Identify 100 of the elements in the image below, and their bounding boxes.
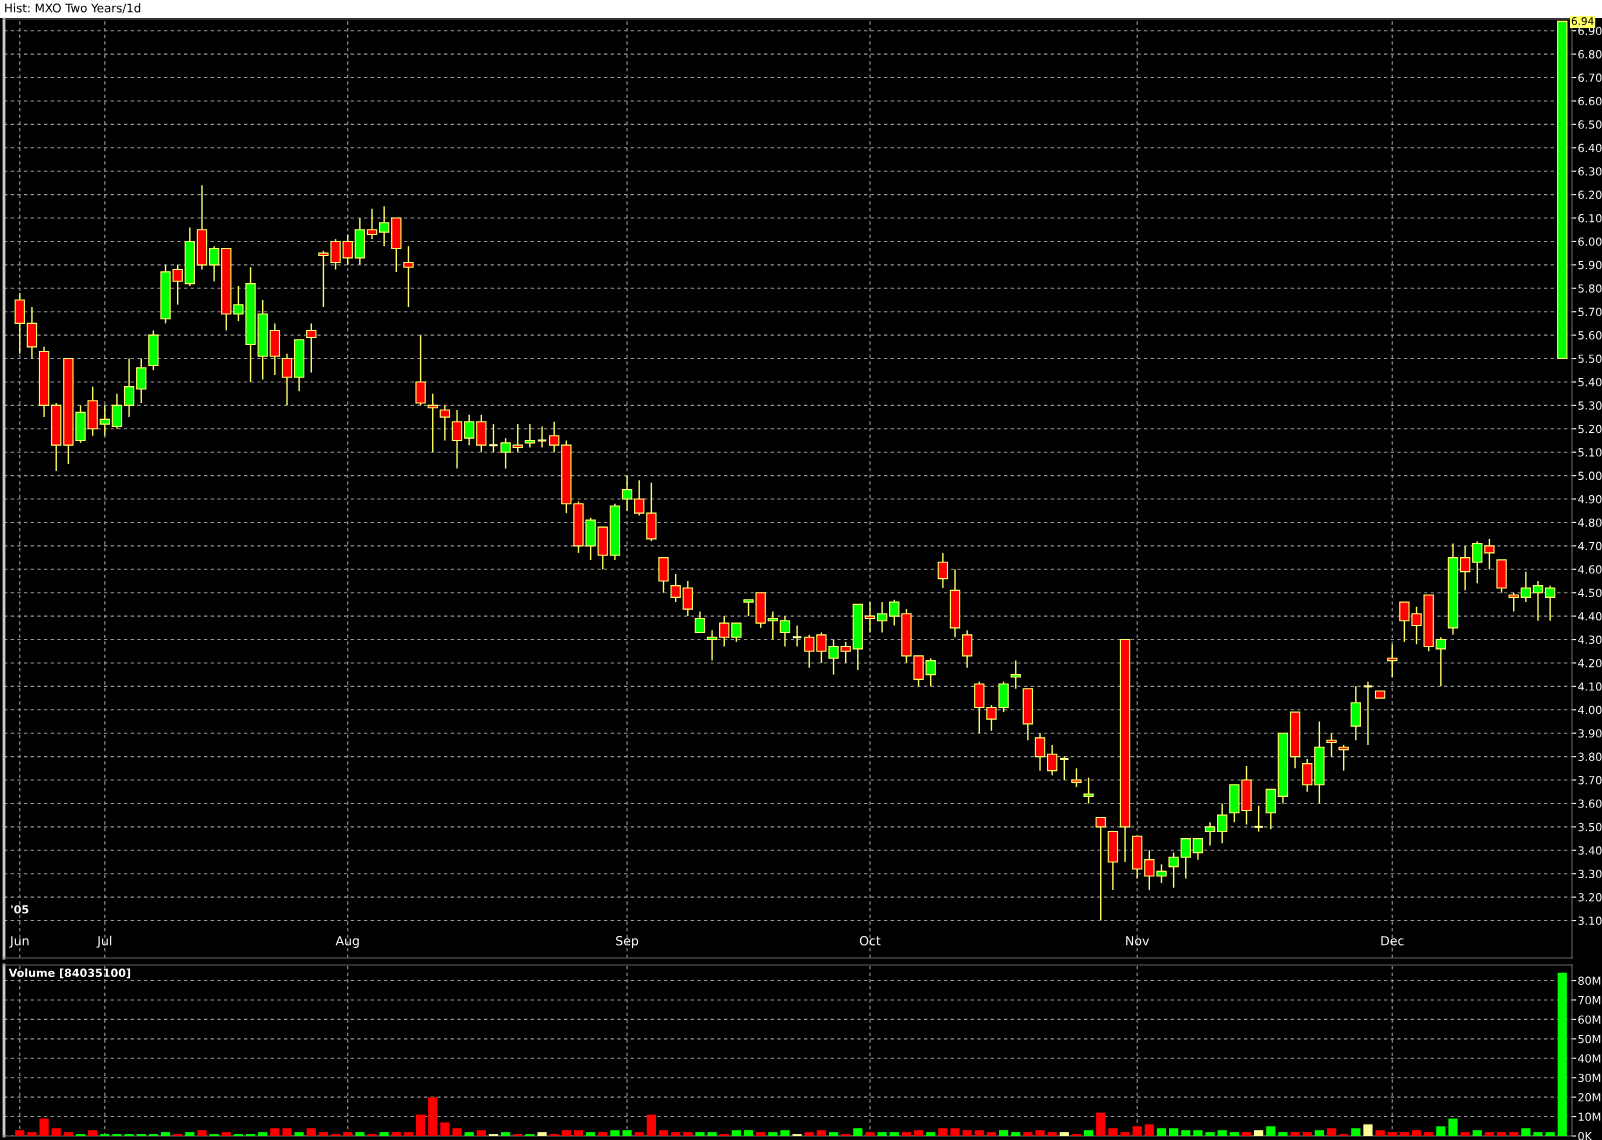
y-tick-label: 6.60: [1578, 96, 1602, 106]
bar: [415, 1114, 426, 1136]
bar: [440, 1122, 450, 1136]
candlestick: [378, 205, 390, 247]
bar: [1083, 1130, 1094, 1136]
y-tick-label: 4.80: [1578, 518, 1602, 527]
candlestick: [536, 425, 548, 449]
candlestick: [694, 610, 706, 634]
candlestick: [549, 421, 560, 453]
bar: [391, 1132, 401, 1136]
bar: [1023, 1132, 1033, 1136]
y-tick-label: 3.90: [1578, 729, 1602, 738]
candlestick: [1387, 643, 1398, 678]
x-tick-label: Nov: [1126, 936, 1150, 946]
candlestick: [439, 404, 451, 442]
x-tick-label: Jun: [9, 936, 29, 948]
bar: [1011, 1132, 1021, 1136]
bar: [88, 1130, 98, 1136]
bar: [1266, 1126, 1276, 1136]
bar: [598, 1132, 608, 1136]
bar: [1096, 1112, 1106, 1136]
y-tick-label: 6.40: [1578, 143, 1602, 153]
bar: [1217, 1130, 1227, 1136]
candlestick: [670, 573, 681, 603]
bar: [1278, 1132, 1288, 1136]
candlestick: [621, 474, 633, 512]
candlestick: [464, 414, 475, 446]
bar: [877, 1132, 887, 1136]
chart-title: Volume [84035100]: [8, 968, 131, 979]
bar: [901, 1132, 912, 1136]
y-tick-label: 4.60: [1578, 565, 1602, 574]
candlestick: [1071, 767, 1082, 788]
bar: [1290, 1132, 1300, 1136]
y-tick-label: 70M: [1578, 995, 1601, 1005]
y-tick-label: 30M: [1578, 1073, 1601, 1083]
candlestick: [26, 306, 38, 360]
candlestick: [403, 245, 414, 308]
y-tick-label: 3.30: [1578, 869, 1602, 879]
bar: [343, 1132, 353, 1136]
x-tick-label: Dec: [1381, 936, 1404, 946]
candlestick: [876, 601, 888, 634]
bar: [1545, 1132, 1555, 1136]
bar: [197, 1130, 207, 1136]
candlestick: [1059, 755, 1070, 781]
bar: [1241, 1132, 1252, 1136]
y-tick-label: 4.20: [1578, 658, 1602, 668]
y-tick-label: 3.60: [1578, 799, 1602, 808]
bar: [1521, 1128, 1531, 1136]
bar: [683, 1132, 693, 1136]
bar: [816, 1130, 827, 1136]
annotation: 6.94: [1571, 17, 1594, 25]
candlestick: [1338, 744, 1349, 772]
candlestick: [136, 357, 147, 404]
bar: [913, 1130, 924, 1136]
bar: [1472, 1130, 1482, 1136]
candlestick: [306, 322, 317, 374]
bar: [1375, 1130, 1385, 1136]
y-tick-label: 4.10: [1578, 682, 1602, 691]
candlestick: [1253, 805, 1264, 833]
bar: [537, 1132, 547, 1136]
y-tick-label: 5.20: [1578, 424, 1602, 434]
candlestick: [123, 357, 135, 418]
bar: [743, 1130, 754, 1136]
candlestick: [1350, 685, 1361, 741]
y-tick-label: 5.40: [1578, 377, 1602, 387]
bar: [998, 1130, 1009, 1136]
bar: [671, 1132, 681, 1136]
bar: [476, 1130, 486, 1136]
bar: [610, 1130, 620, 1136]
bar: [1229, 1132, 1239, 1136]
bar: [853, 1128, 863, 1136]
candlestick: [634, 479, 645, 517]
bar: [1254, 1130, 1264, 1136]
y-tick-label: 3.70: [1578, 776, 1602, 785]
bar: [501, 1132, 511, 1136]
candlestick: [427, 392, 438, 453]
bar: [1460, 1132, 1470, 1136]
x-tick-label: Sep: [616, 936, 639, 948]
bar: [974, 1130, 984, 1136]
candlestick: [1217, 802, 1228, 844]
y-tick-label: 5.90: [1578, 260, 1602, 270]
bar: [258, 1132, 268, 1136]
y-tick-label: 3.80: [1578, 752, 1602, 761]
y-tick-label: 6.00: [1578, 237, 1602, 246]
candlestick: [366, 207, 378, 240]
x-tick-label: Oct: [859, 936, 881, 946]
bar: [464, 1132, 474, 1136]
bar: [185, 1132, 195, 1136]
candlestick: [658, 556, 669, 594]
bar: [707, 1132, 717, 1136]
candlestick: [99, 404, 110, 437]
y-tick-label: 3.20: [1578, 893, 1602, 902]
y-tick-label: 5.00: [1578, 471, 1602, 480]
candlestick: [1083, 776, 1094, 805]
bar: [573, 1130, 584, 1136]
bar: [926, 1132, 936, 1136]
x-tick-label: Jul: [96, 935, 112, 948]
bar: [1448, 1118, 1458, 1136]
bar: [1351, 1128, 1361, 1136]
annotation: '05: [11, 905, 29, 914]
